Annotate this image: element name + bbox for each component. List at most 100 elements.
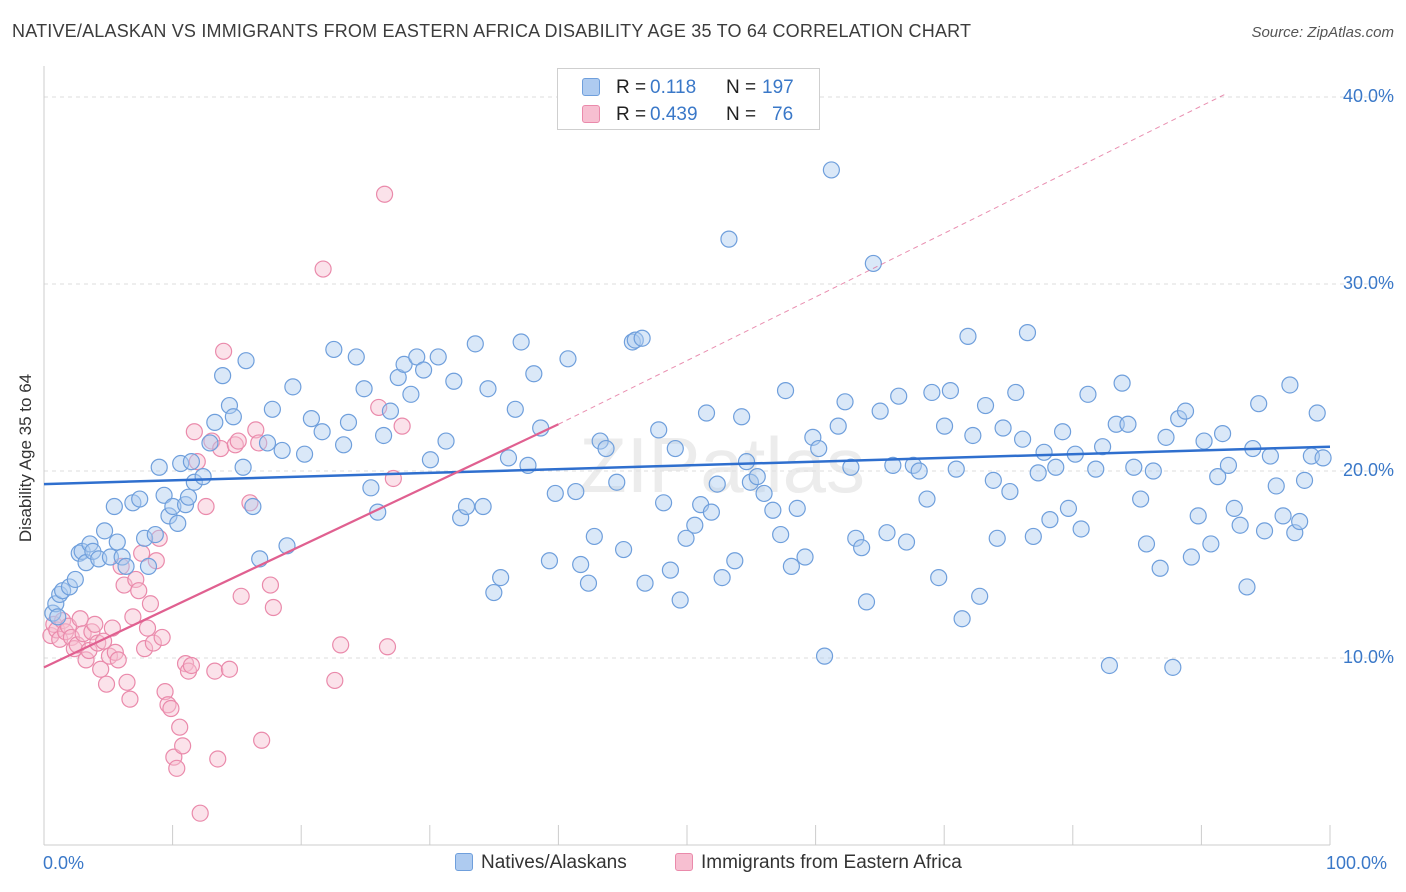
data-point-natives <box>479 380 497 398</box>
data-point-natives <box>113 548 131 566</box>
data-point-natives <box>146 525 164 544</box>
data-point-natives <box>273 441 291 460</box>
data-point-immigrants <box>153 628 171 647</box>
data-point-immigrants <box>92 660 110 678</box>
data-point-natives <box>499 449 518 467</box>
data-point-natives <box>559 350 577 368</box>
data-point-natives <box>1059 499 1078 517</box>
grid-lines <box>44 96 1392 659</box>
data-point-natives <box>636 574 654 592</box>
trend-lines <box>43 92 1331 669</box>
chart-title: NATIVE/ALASKAN VS IMMIGRANTS FROM EASTER… <box>12 21 972 41</box>
data-point-natives <box>686 516 704 534</box>
data-point-natives <box>633 329 651 347</box>
data-point-natives <box>492 568 510 587</box>
data-point-natives <box>1013 430 1032 448</box>
data-point-natives <box>702 503 720 521</box>
data-point-natives <box>608 473 626 491</box>
data-point-natives <box>172 454 190 473</box>
data-point-natives <box>1238 578 1256 596</box>
data-point-natives <box>1107 415 1125 433</box>
data-point-natives <box>988 529 1006 547</box>
data-point-immigrants <box>206 662 224 680</box>
data-point-natives <box>179 488 198 506</box>
data-point-natives <box>284 378 302 396</box>
data-point-natives <box>764 501 782 519</box>
data-point-natives <box>1087 460 1105 478</box>
data-point-natives <box>313 423 331 441</box>
data-point-natives <box>853 539 871 557</box>
data-point-natives <box>1100 656 1119 675</box>
data-point-natives <box>234 458 252 476</box>
data-point-natives <box>1125 458 1143 476</box>
r-value: 0.439 <box>650 104 698 125</box>
data-point-natives <box>474 497 492 516</box>
data-point-natives <box>897 533 916 551</box>
data-point-natives <box>1195 432 1213 450</box>
data-point-natives <box>421 451 440 469</box>
data-point-natives <box>402 385 420 403</box>
r-label: R = <box>616 77 647 98</box>
data-point-natives <box>414 361 433 379</box>
data-point-natives <box>1093 438 1112 456</box>
data-point-natives <box>585 527 603 546</box>
series-legend: Natives/Alaskans Immigrants from Eastern… <box>0 852 1406 880</box>
data-point-natives <box>776 381 795 400</box>
data-point-immigrants <box>326 671 344 690</box>
data-point-natives <box>720 230 738 248</box>
data-point-natives <box>822 161 840 179</box>
data-point-immigrants <box>250 434 268 452</box>
data-point-natives <box>95 522 114 540</box>
data-point-natives <box>1225 499 1243 517</box>
data-point-immigrants <box>215 342 233 360</box>
data-point-natives <box>788 499 806 517</box>
data-point-natives <box>626 331 644 349</box>
data-point-natives <box>1041 511 1059 529</box>
data-point-natives <box>429 348 447 366</box>
data-point-natives <box>923 383 941 402</box>
data-point-natives <box>263 400 281 418</box>
data-point-immigrants <box>188 453 206 471</box>
data-point-natives <box>374 426 393 445</box>
y-tick-label: 40.0% <box>1342 86 1394 106</box>
data-point-natives <box>525 365 543 383</box>
data-point-natives <box>614 540 633 559</box>
source-label: Source: ZipAtlas.com <box>1251 24 1394 41</box>
x-tick-label-min: 0.0% <box>43 853 85 873</box>
data-point-immigrants <box>185 423 203 441</box>
data-point-immigrants <box>144 634 162 652</box>
data-point-natives <box>935 417 954 435</box>
data-point-natives <box>748 468 766 486</box>
data-point-natives <box>347 348 365 366</box>
data-point-natives <box>941 381 960 400</box>
data-point-immigrants <box>135 640 154 658</box>
data-point-natives <box>890 387 908 405</box>
legend-swatch-pink <box>582 105 600 123</box>
data-point-natives <box>169 514 187 532</box>
y-tick-label: 10.0% <box>1342 647 1394 667</box>
data-point-immigrants <box>127 570 145 589</box>
data-point-natives <box>994 419 1012 437</box>
data-point-natives <box>1176 402 1195 420</box>
data-point-natives <box>930 568 948 587</box>
data-point-immigrants <box>314 260 332 278</box>
data-point-natives <box>108 533 126 551</box>
n-label: N = <box>726 77 757 98</box>
data-point-immigrants <box>103 619 121 637</box>
data-point-natives <box>666 439 684 458</box>
data-point-immigrants <box>109 651 127 669</box>
data-point-natives <box>1267 477 1285 495</box>
data-point-natives <box>295 445 314 463</box>
stats-row-immigrants: R = 0.439 N = 76 <box>558 101 819 127</box>
data-point-immigrants <box>174 737 192 755</box>
r-value: 0.118 <box>650 77 697 98</box>
data-point-natives <box>512 333 530 351</box>
data-point-natives <box>1202 535 1220 553</box>
data-point-natives <box>1314 449 1332 467</box>
data-point-immigrants <box>220 660 239 678</box>
trend-line-immigrants <box>43 423 559 669</box>
data-point-natives <box>395 355 413 374</box>
r-label: R = <box>616 104 647 125</box>
data-point-immigrants <box>378 638 397 656</box>
